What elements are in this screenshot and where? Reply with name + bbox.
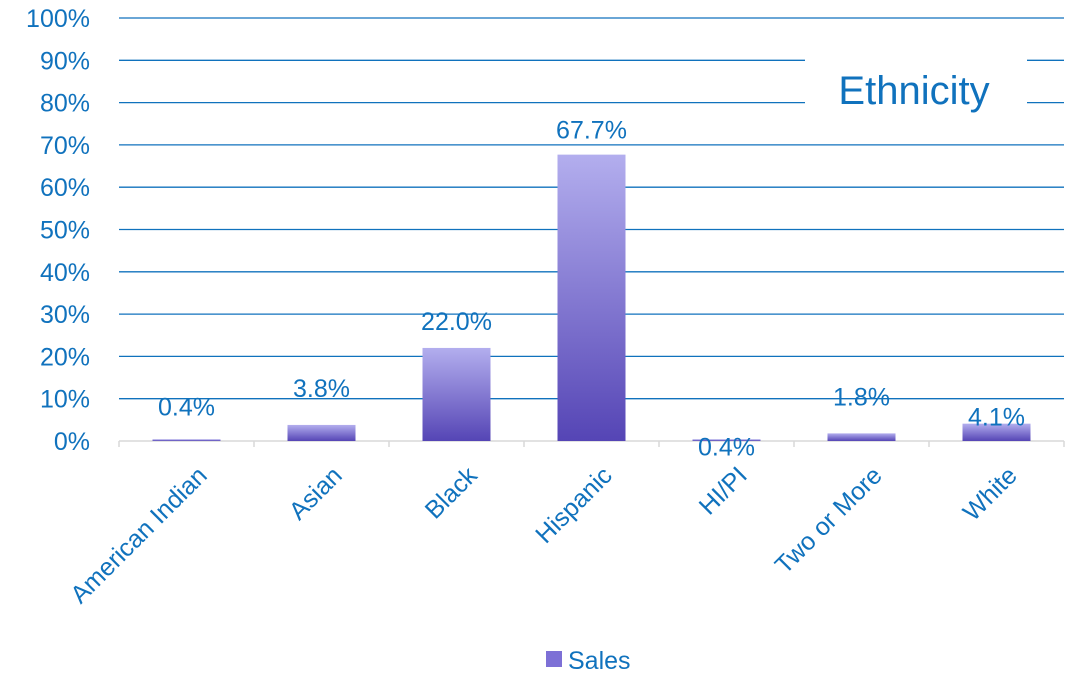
bar xyxy=(557,154,626,441)
data-label: 0.4% xyxy=(698,433,755,461)
data-label: 67.7% xyxy=(556,117,627,145)
y-tick-label: 60% xyxy=(40,174,90,202)
bar xyxy=(422,347,491,441)
chart-title-group: Ethnicity xyxy=(805,55,1027,125)
legend-label-sales: Sales xyxy=(568,647,631,675)
bar xyxy=(287,424,356,441)
x-axis-category-labels: American Indian Asian Black Hispanic HI/PI Tw… xyxy=(65,461,1023,609)
category-label: Two or More xyxy=(770,461,888,579)
y-tick-label: 90% xyxy=(40,47,90,75)
title-background xyxy=(805,55,1027,125)
data-label: 3.8% xyxy=(293,375,350,403)
data-label: 0.4% xyxy=(158,393,215,421)
chart-title: Ethnicity xyxy=(838,69,989,113)
y-tick-label: 30% xyxy=(40,301,90,329)
data-label: 4.1% xyxy=(968,404,1025,432)
y-tick-label: 80% xyxy=(40,90,90,118)
data-label: 22.0% xyxy=(421,308,492,336)
legend-swatch-sales xyxy=(546,651,562,667)
category-label: American Indian xyxy=(65,461,213,609)
legend: Sales xyxy=(546,647,631,675)
category-label: White xyxy=(958,461,1023,526)
bar xyxy=(152,439,221,441)
y-tick-label: 0% xyxy=(54,428,90,456)
category-label: Asian xyxy=(284,461,348,525)
y-tick-label: 20% xyxy=(40,343,90,371)
data-labels: 0.4% 3.8% 22.0% 67.7% 0.4% 1.8% 4.1% xyxy=(158,117,1025,462)
y-axis-tick-labels: 0% 10% 20% 30% 40% 50% 60% 70% 80% 90% 100% xyxy=(26,5,90,456)
y-tick-label: 50% xyxy=(40,217,90,245)
bar xyxy=(692,439,761,441)
y-tick-label: 100% xyxy=(26,5,90,33)
data-label: 1.8% xyxy=(833,383,890,411)
y-tick-label: 40% xyxy=(40,259,90,287)
y-tick-label: 70% xyxy=(40,132,90,160)
category-label: Hispanic xyxy=(530,461,618,549)
y-tick-label: 10% xyxy=(40,386,90,414)
category-label: HI/PI xyxy=(694,461,753,520)
bars xyxy=(152,154,1031,441)
bar xyxy=(962,423,1031,441)
bar xyxy=(827,433,896,441)
category-label: Black xyxy=(420,461,483,524)
